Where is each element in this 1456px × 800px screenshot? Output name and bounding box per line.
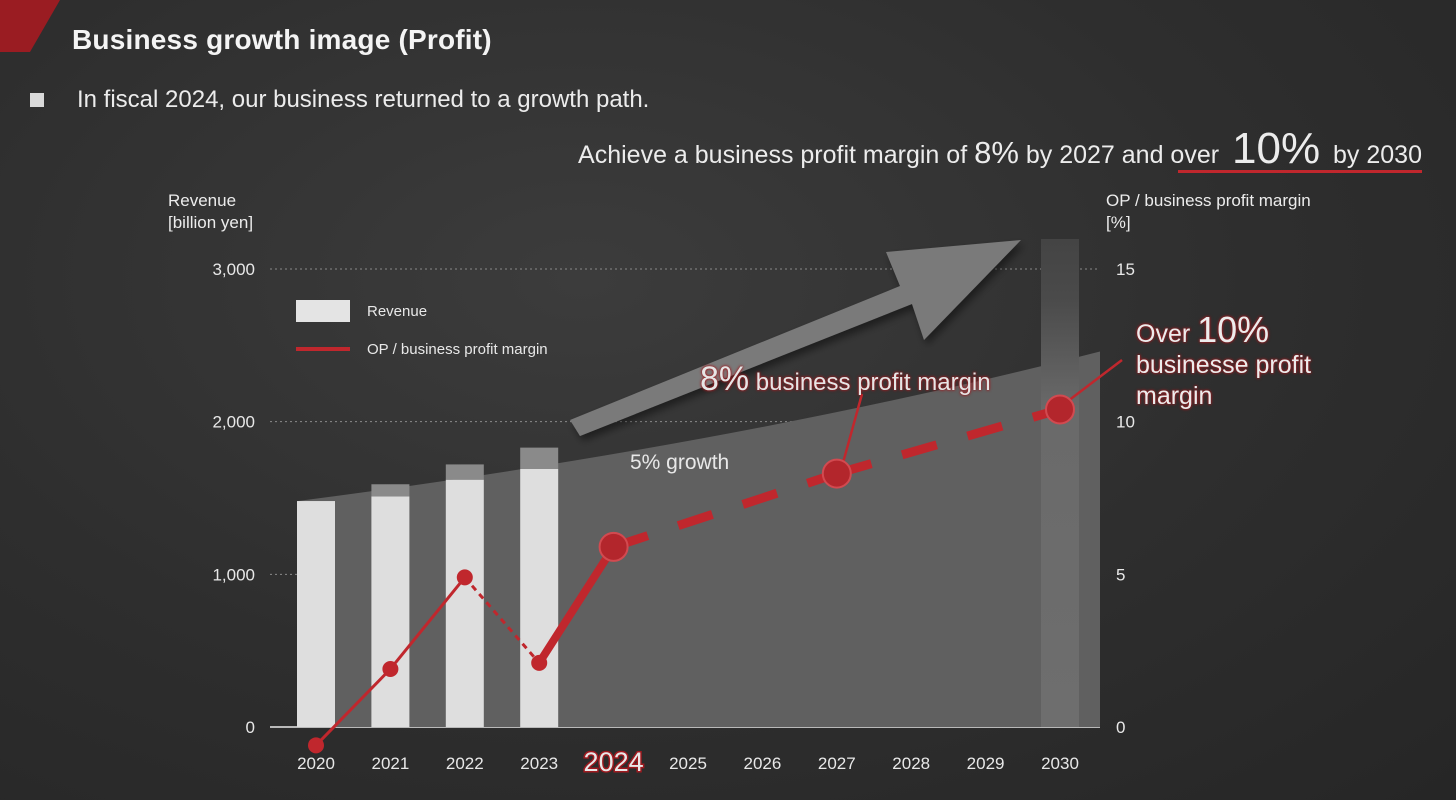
target-part3: by 2030	[1326, 141, 1422, 169]
x-tick-label-2030: 2030	[1041, 754, 1079, 773]
target-part2: by 2027 and over	[1018, 141, 1226, 169]
annotation-8-leader	[841, 393, 864, 464]
left-axis-title-line2: [billion yen]	[168, 213, 254, 232]
left-axis-title-line1: Revenue	[168, 191, 237, 210]
right-axis-title-line2: [%]	[1106, 213, 1131, 232]
revenue-bar-2022	[445, 479, 484, 727]
x-tick-label-2025: 2025	[669, 754, 707, 773]
right-tick-label: 5	[1116, 565, 1125, 584]
op-margin-point-2020	[308, 737, 324, 754]
x-tick-label-2024: 2024	[584, 747, 644, 777]
page-title: Business growth image (Profit)	[72, 24, 492, 55]
revenue-bar-top-2021	[371, 484, 410, 497]
target-value-8: 8%	[974, 135, 1019, 170]
annotation-8-percent: 8% business profit margin	[700, 360, 991, 399]
op-margin-line-recovery	[535, 542, 618, 667]
left-tick-label: 2,000	[212, 413, 255, 432]
left-tick-label: 3,000	[212, 260, 255, 279]
growth-band-area	[298, 351, 1100, 727]
bullet-row: In fiscal 2024, our business returned to…	[30, 86, 649, 114]
op-margin-line-actual	[314, 667, 392, 747]
x-tick-label-2023: 2023	[520, 754, 558, 773]
target-statement: Achieve a business profit margin of 8% b…	[578, 124, 1422, 174]
revenue-bar-2021	[371, 496, 410, 727]
op-margin-point-2021	[382, 660, 399, 677]
revenue-bar-2023	[520, 468, 559, 727]
target-value-10: 10%	[1232, 124, 1321, 173]
target-underline	[1178, 170, 1422, 173]
op-margin-line-actual	[463, 576, 541, 664]
op-margin-target-2024	[598, 531, 629, 562]
revenue-bar-top-2023	[520, 447, 559, 469]
x-tick-label-2022: 2022	[446, 754, 484, 773]
right-tick-label: 15	[1116, 260, 1135, 279]
right-tick-label: 10	[1116, 413, 1135, 432]
left-axis-title: Revenue [billion yen]	[168, 190, 253, 234]
legend-revenue-swatch	[296, 300, 350, 322]
right-tick-label: 0	[1116, 718, 1125, 737]
x-tick-label-2028: 2028	[892, 754, 930, 773]
bullet-square-icon	[30, 93, 44, 107]
x-tick-label-2020: 2020	[297, 754, 335, 773]
op-margin-target-2027	[821, 458, 852, 489]
annotation-over-10-percent: Over 10% businesse profit margin	[1136, 312, 1312, 412]
annotation-10-prefix: Over	[1136, 320, 1198, 348]
bar-2030-target	[1041, 239, 1079, 727]
legend-margin-label: OP / business profit margin	[367, 341, 548, 358]
annotation-10-line1: Over 10%	[1136, 312, 1311, 350]
x-tick-label-2021: 2021	[371, 754, 409, 773]
annotation-10-line3: margin	[1136, 382, 1213, 410]
annotation-8-text: business profit margin	[749, 369, 991, 396]
x-tick-label-2026: 2026	[743, 754, 781, 773]
annotation-8-value: 8%	[700, 360, 750, 398]
op-margin-point-2023	[531, 654, 548, 671]
right-axis-title: OP / business profit margin [%]	[1106, 190, 1311, 234]
legend-revenue-label: Revenue	[367, 303, 427, 320]
x-tick-label-2027: 2027	[818, 754, 856, 773]
left-tick-label: 0	[246, 718, 255, 737]
revenue-bar-top-2022	[445, 464, 484, 480]
annotation-10-line2: businesse profit	[1136, 351, 1312, 379]
op-margin-point-2022	[456, 569, 473, 586]
growth-arrow-icon	[570, 240, 1021, 436]
op-margin-line-actual	[389, 576, 466, 670]
annotation-10-leader	[1069, 359, 1123, 401]
annotation-growth: 5% growth	[630, 451, 730, 474]
bullet-text: In fiscal 2024, our business returned to…	[77, 86, 650, 113]
annotation-10-value: 10%	[1197, 309, 1270, 350]
op-margin-target-2030	[1045, 394, 1075, 425]
right-axis-title-line1: OP / business profit margin	[1106, 191, 1311, 210]
revenue-bar-2020	[297, 501, 335, 727]
target-part1: Achieve a business profit margin of	[578, 141, 975, 169]
left-tick-label: 1,000	[212, 565, 255, 584]
x-tick-label-2029: 2029	[967, 754, 1005, 773]
